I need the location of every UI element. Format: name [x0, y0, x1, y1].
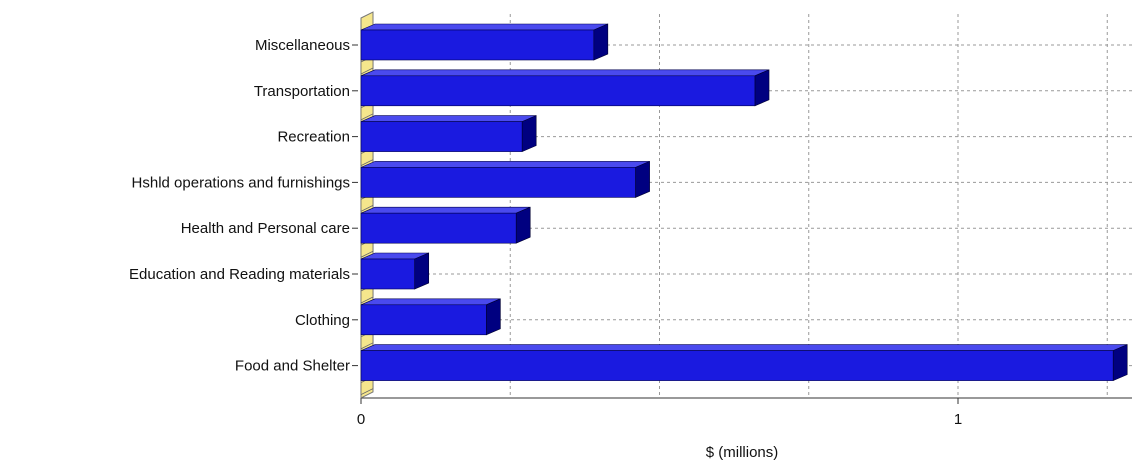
bar	[360, 304, 487, 336]
x-axis-title: $ (millions)	[706, 444, 779, 461]
bar-end-face	[486, 298, 501, 336]
bar-end-face	[414, 252, 430, 290]
category-label: Transportation	[254, 83, 350, 100]
bar	[360, 212, 517, 244]
bar	[360, 167, 636, 198]
bar-top-face	[360, 344, 1128, 351]
bar	[360, 121, 523, 152]
bar-end-face	[635, 160, 650, 198]
category-label: Recreation	[277, 129, 350, 146]
bar-end-face	[754, 69, 770, 107]
bar-top-face	[360, 69, 770, 77]
bar	[360, 75, 756, 107]
bar-end-face	[593, 23, 609, 61]
bars-layer	[360, 23, 1128, 382]
category-label: Food and Shelter	[235, 358, 350, 375]
x-tick-label: 1	[954, 411, 962, 428]
bar	[360, 29, 595, 61]
category-label: Health and Personal care	[181, 220, 350, 237]
bar-top-face	[360, 115, 537, 122]
category-label: Miscellaneous	[255, 37, 350, 54]
bar-top-face	[360, 206, 531, 214]
category-label: Hshld operations and furnishings	[132, 174, 350, 191]
bar-top-face	[360, 161, 650, 168]
bar-top-face	[360, 23, 608, 31]
wall-floor-layer	[360, 11, 374, 399]
bar-end-face	[521, 115, 537, 153]
category-label: Education and Reading materials	[129, 266, 350, 283]
category-label: Clothing	[295, 312, 350, 329]
x-tick-label: 0	[357, 411, 365, 428]
category-labels-layer: Miscellaneous Transportation Recreation Hsh…	[129, 37, 358, 375]
bar-end-face	[1112, 344, 1128, 382]
bar	[360, 258, 416, 290]
bar-end-face	[515, 206, 531, 244]
bar-top-face	[360, 298, 501, 306]
bar	[360, 350, 1114, 381]
